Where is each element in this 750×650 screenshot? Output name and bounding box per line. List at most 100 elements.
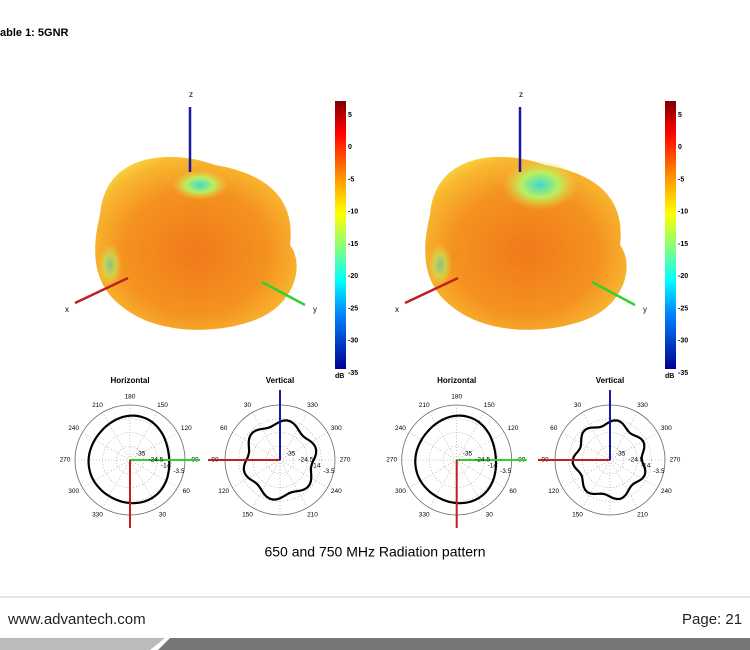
pattern-3d: z x y 5 0 -5 -10 -15 -20 -25 -30 -35 dB xyxy=(65,90,358,380)
polar-spoke xyxy=(129,459,178,488)
pattern-null xyxy=(172,170,228,200)
polar-angle-label: 300 xyxy=(331,425,342,432)
polar-angle-label: 240 xyxy=(331,488,342,495)
colorbar-unit: dB xyxy=(665,373,674,380)
polar-ring-label: -24.5 xyxy=(628,457,643,464)
polar-ring-label: -35 xyxy=(286,451,296,458)
polar-angle-label: 210 xyxy=(637,511,648,518)
axis-label: z xyxy=(519,90,523,99)
polar-angle-label: 210 xyxy=(92,402,103,409)
polar-angle-label: 30 xyxy=(486,511,494,518)
polar-angle-label: 210 xyxy=(419,402,430,409)
colorbar-label: -10 xyxy=(678,209,688,216)
axis-label: y xyxy=(313,305,317,314)
polar-angle-label: 330 xyxy=(419,511,430,518)
polar-plot: Horizontal180150120906030330300270240210… xyxy=(60,376,200,528)
colorbar-label: -20 xyxy=(348,273,358,280)
polar-spoke xyxy=(279,459,328,488)
polar-angle-label: 210 xyxy=(307,511,318,518)
polar-title: Horizontal xyxy=(437,376,476,385)
polar-spoke xyxy=(456,459,505,488)
polar-angle-label: 30 xyxy=(159,511,167,518)
pattern-blob xyxy=(425,156,627,330)
footer-bar-left xyxy=(0,638,165,650)
polar-ring-label: -35 xyxy=(136,451,146,458)
colorbar-label: -5 xyxy=(678,176,684,183)
polar-plot: Vertical330300270240210150120906030-35-2… xyxy=(538,376,681,518)
colorbar-label: 5 xyxy=(348,112,352,119)
pattern-null xyxy=(428,243,452,287)
polar-spoke xyxy=(232,459,281,488)
polar-plot: Horizontal180150120906030330300270240210… xyxy=(386,376,527,528)
polar-ring-label: -3.5 xyxy=(653,468,665,475)
colorbar-label: 0 xyxy=(678,144,682,151)
polar-spoke xyxy=(562,432,611,461)
colorbar-label: -30 xyxy=(348,338,358,345)
polar-spoke xyxy=(428,459,457,508)
polar-ring-label: -3.5 xyxy=(500,468,512,475)
polar-title: Horizontal xyxy=(110,376,149,385)
polar-spoke xyxy=(82,459,131,488)
polar-spoke xyxy=(129,412,158,461)
colorbar-label: 5 xyxy=(678,112,682,119)
polar-ring-label: -35 xyxy=(463,451,473,458)
header-title: able 1: 5GNR xyxy=(0,27,69,39)
polar-spoke xyxy=(456,459,485,508)
pattern-null xyxy=(98,243,122,287)
polar-angle-label: 300 xyxy=(661,425,672,432)
polar-angle-label: 120 xyxy=(548,488,559,495)
polar-spoke xyxy=(82,432,131,461)
polar-angle-label: 150 xyxy=(484,402,495,409)
polar-spoke xyxy=(609,459,658,488)
colorbar-label: -30 xyxy=(678,338,688,345)
polar-angle-label: 60 xyxy=(509,488,517,495)
colorbar-unit: dB xyxy=(335,373,344,380)
polar-spoke xyxy=(456,432,505,461)
footer-website: www.advantech.com xyxy=(7,611,146,628)
polar-spoke xyxy=(582,412,611,461)
polar-angle-label: 270 xyxy=(60,457,71,464)
colorbar-label: -10 xyxy=(348,209,358,216)
polar-angle-label: 120 xyxy=(218,488,229,495)
polar-spoke xyxy=(279,459,308,508)
polar-angle-label: 60 xyxy=(220,425,228,432)
polar-ring-label: -14 xyxy=(488,462,498,469)
polar-spoke xyxy=(428,412,457,461)
y-axis xyxy=(591,280,636,307)
footer-page: Page: 21 xyxy=(682,611,742,628)
pattern-curve xyxy=(571,419,647,501)
polar-angle-label: 300 xyxy=(395,488,406,495)
colorbar xyxy=(665,101,676,369)
polar-spoke xyxy=(609,432,658,461)
polar-spoke xyxy=(279,432,328,461)
pattern-curve xyxy=(242,419,318,501)
polar-ring-label: -24.5 xyxy=(298,457,313,464)
polar-angle-label: 270 xyxy=(670,457,681,464)
colorbar-label: -20 xyxy=(678,273,688,280)
polar-angle-label: 270 xyxy=(340,457,351,464)
colorbar-label: -25 xyxy=(348,305,358,312)
polar-ring-label: -24.5 xyxy=(148,457,163,464)
polar-angle-label: 270 xyxy=(386,457,397,464)
colorbar-label: -35 xyxy=(678,370,688,377)
polar-angle-label: 240 xyxy=(661,488,672,495)
polar-spoke xyxy=(232,432,281,461)
polar-plot: Vertical330300270240210150120906030-35-2… xyxy=(208,376,351,518)
pattern-blob xyxy=(95,156,297,330)
polar-angle-label: 330 xyxy=(92,511,103,518)
polar-angle-label: 300 xyxy=(68,488,79,495)
polar-angle-label: 180 xyxy=(451,394,462,401)
colorbar-label: -35 xyxy=(348,370,358,377)
polar-angle-label: 60 xyxy=(550,425,558,432)
polar-ring-label: -3.5 xyxy=(323,468,335,475)
polar-spoke xyxy=(408,459,457,488)
pattern-3d: z x y 5 0 -5 -10 -15 -20 -25 -30 -35 dB xyxy=(395,90,688,380)
polar-spoke xyxy=(609,459,638,508)
polar-spoke xyxy=(252,459,281,508)
polar-angle-label: 30 xyxy=(244,402,252,409)
axis-label: x xyxy=(65,305,69,314)
polar-angle-label: 180 xyxy=(125,394,136,401)
polar-ring-label: -3.5 xyxy=(173,468,185,475)
axis-label: y xyxy=(643,305,647,314)
